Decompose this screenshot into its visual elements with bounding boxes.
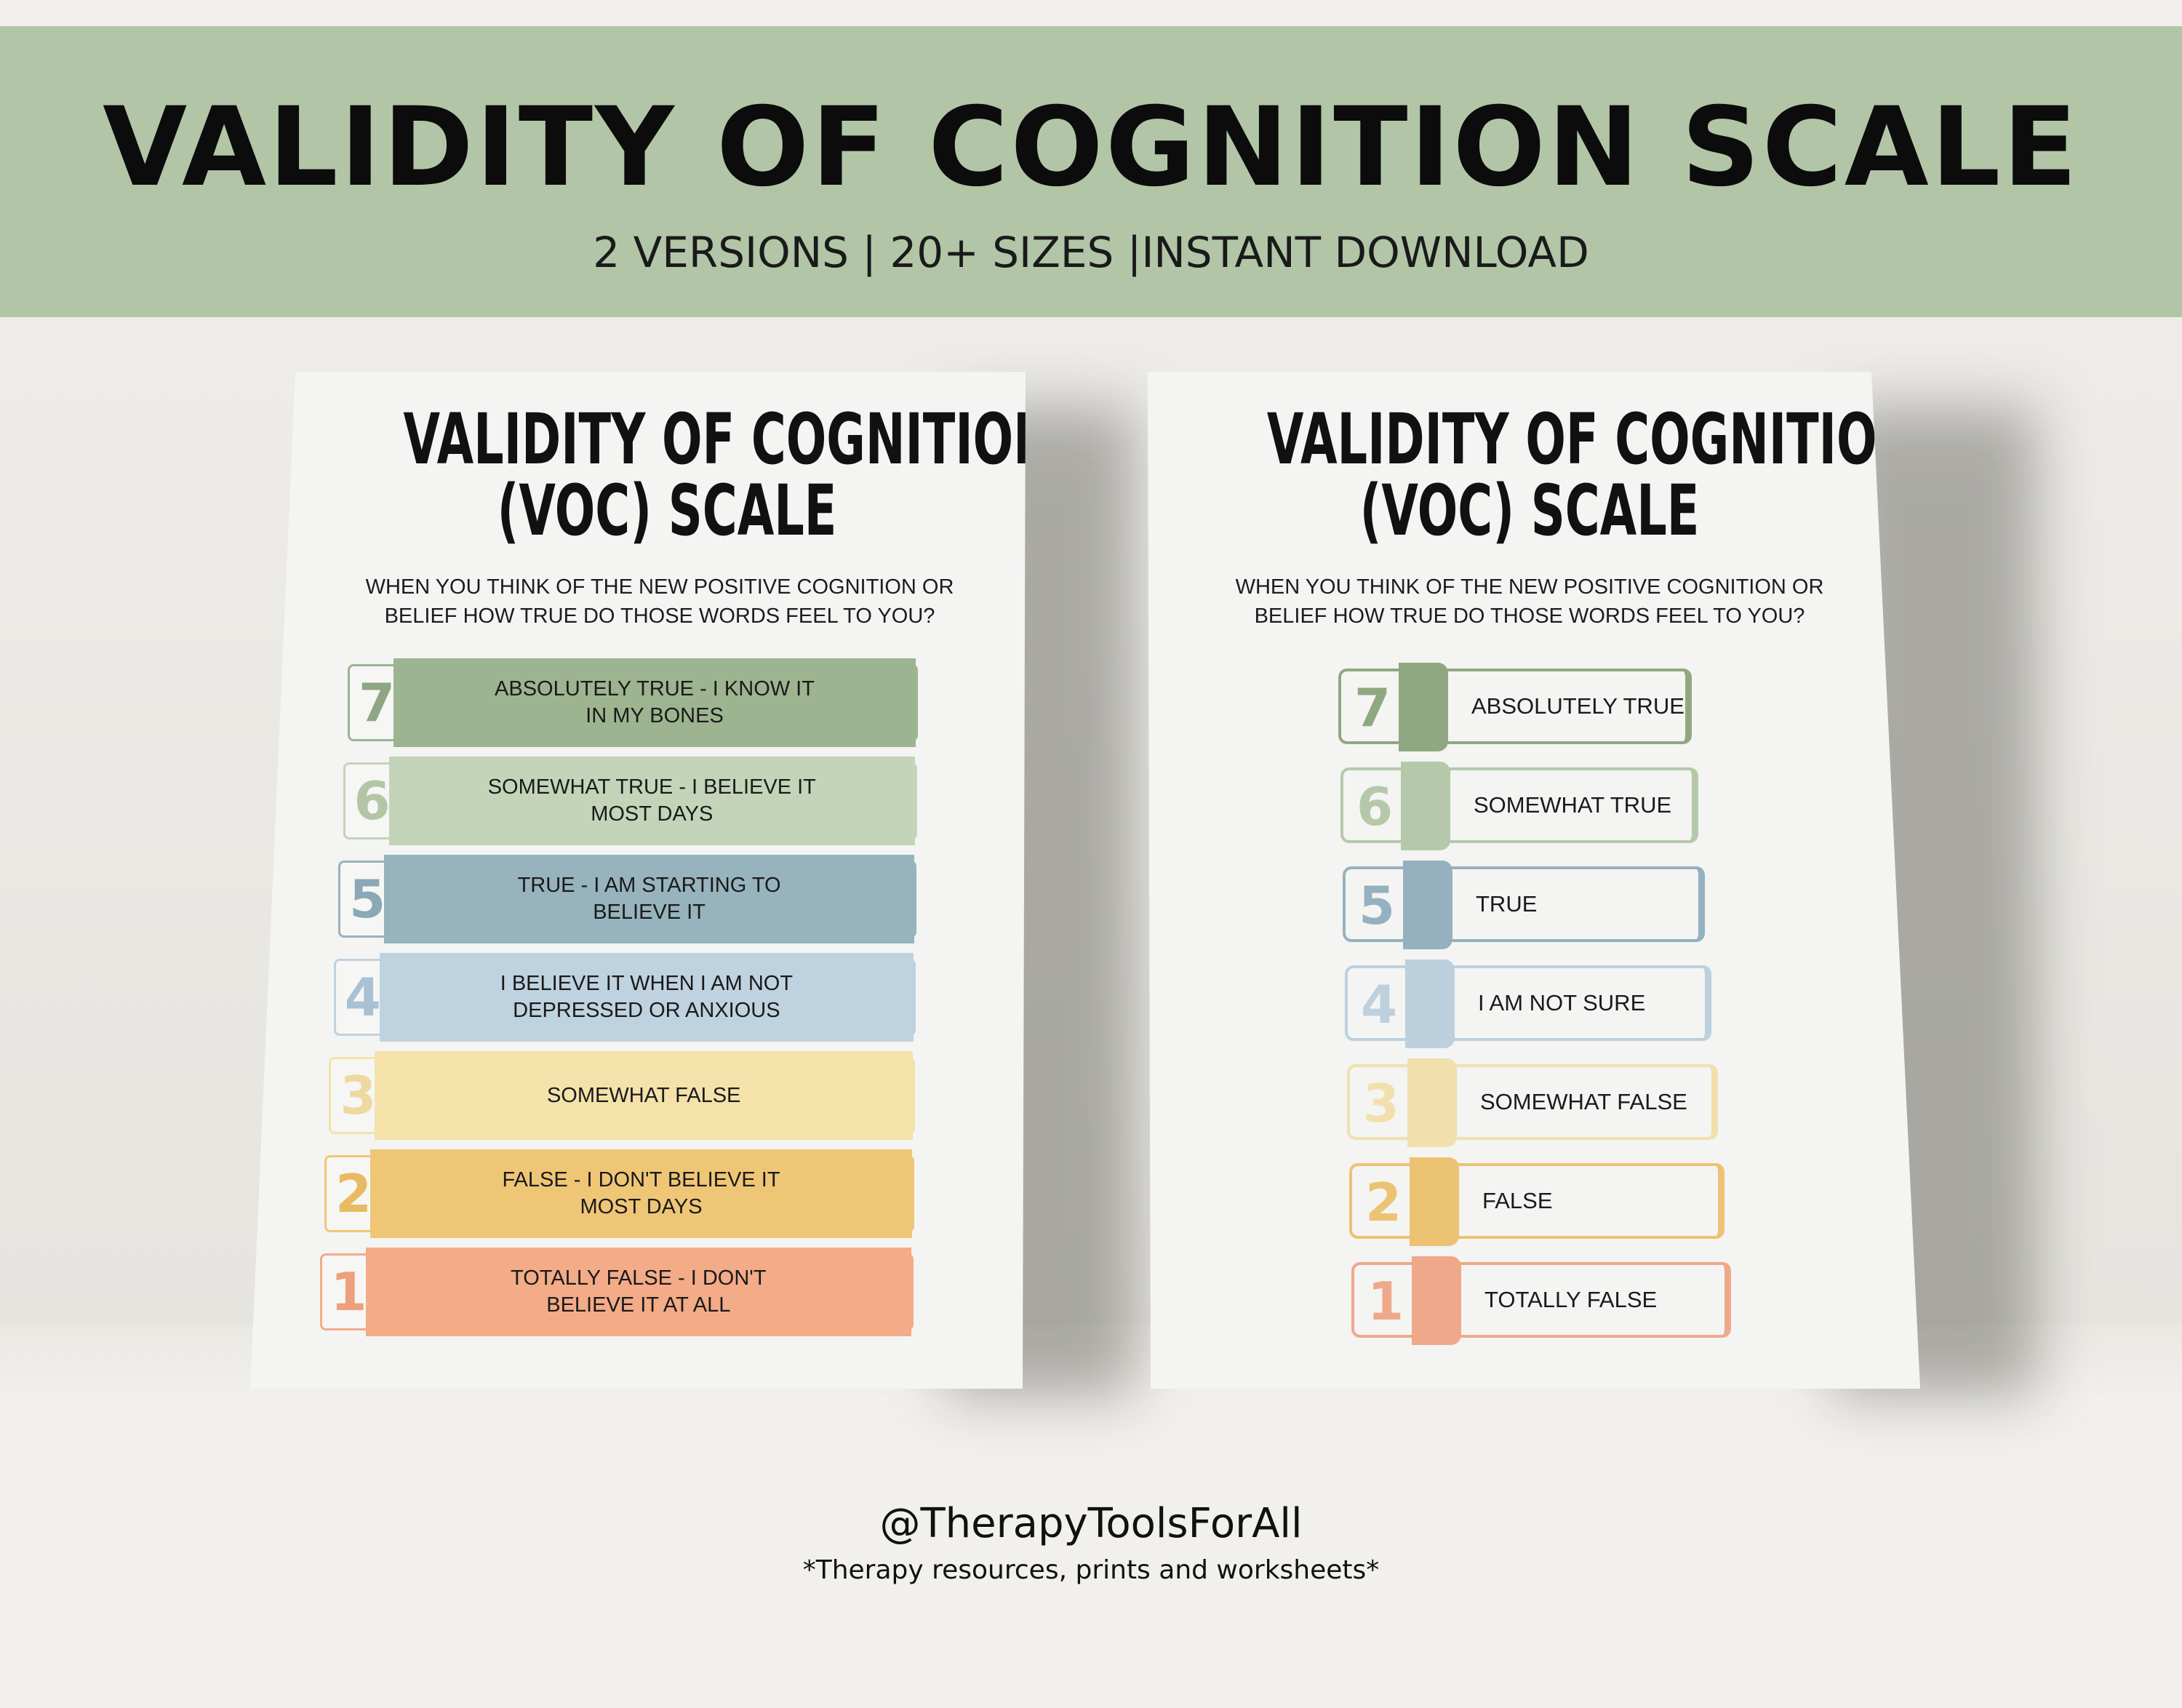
scale-number: 7 <box>1354 677 1391 738</box>
header-banner: VALIDITY OF COGNITION SCALE 2 VERSIONS |… <box>0 26 2182 317</box>
scale-row-6: SOMEWHAT TRUE - I BELIEVE IT MOST DAYS <box>388 757 915 845</box>
scale-number: 6 <box>1356 776 1394 837</box>
label-line1: TOTALLY FALSE - I DON'T <box>511 1266 767 1290</box>
poster-question: WHEN YOU THINK OF THE NEW POSITIVE COGNI… <box>1148 572 1916 631</box>
poster-title: VALIDITY OF COGNITION (VOC) SCALE <box>1266 399 1917 551</box>
poster-version-2: VALIDITY OF COGNITION (VOC) SCALE WHEN Y… <box>1148 372 1920 1389</box>
poster-title-line2: (VOC) SCALE <box>497 470 837 551</box>
label-line1: I BELIEVE IT WHEN I AM NOT <box>500 972 794 995</box>
scale-number: 5 <box>1359 875 1396 936</box>
scale-row-2: FALSE - I DON'T BELIEVE IT MOST DAYS <box>370 1149 912 1238</box>
scale-row-label: ABSOLUTELY TRUE <box>1471 693 1685 719</box>
label-line2: IN MY BONES <box>586 704 724 727</box>
scale-number: 4 <box>1361 974 1398 1035</box>
scale-row-label: TRUE <box>1476 891 1538 917</box>
brand-tagline: *Therapy resources, prints and worksheet… <box>802 1555 1380 1585</box>
poster-title-line2: (VOC) SCALE <box>1359 470 1700 551</box>
label-line2: MOST DAYS <box>580 1195 703 1218</box>
scale-row-label: TRUE - I AM STARTING TO BELIEVE IT <box>518 872 781 926</box>
question-line1: WHEN YOU THINK OF THE NEW POSITIVE COGNI… <box>1235 575 1824 599</box>
scale-row-7-frame <box>1338 669 1692 744</box>
banner-title: VALIDITY OF COGNITION SCALE <box>103 84 2079 211</box>
scale-row-label: ABSOLUTELY TRUE - I KNOW IT IN MY BONES <box>495 676 815 730</box>
scale-row-label: SOMEWHAT FALSE <box>1480 1089 1687 1114</box>
scale-row-label: SOMEWHAT FALSE <box>547 1082 740 1109</box>
color-tab <box>1410 1157 1459 1246</box>
question-line2: BELIEF HOW TRUE DO THOSE WORDS FEEL TO Y… <box>1254 604 1805 628</box>
scale-row-label: TOTALLY FALSE - I DON'T BELIEVE IT AT ALL <box>511 1265 766 1319</box>
label-line1: TRUE - I AM STARTING TO <box>517 874 781 897</box>
scale-number: 3 <box>1363 1073 1400 1134</box>
scale-row-5: TRUE - I AM STARTING TO BELIEVE IT <box>384 855 914 943</box>
label-line1: FALSE - I DON'T BELIEVE IT <box>502 1168 780 1192</box>
scale-row-3: SOMEWHAT FALSE <box>375 1051 913 1140</box>
scale-row-label: FALSE - I DON'T BELIEVE IT MOST DAYS <box>502 1167 780 1221</box>
label-line2: BELIEVE IT AT ALL <box>546 1293 731 1317</box>
scale-row-label: TOTALLY FALSE <box>1484 1287 1658 1312</box>
label-line1: SOMEWHAT TRUE - I BELIEVE IT <box>487 775 816 799</box>
color-tab <box>1407 1058 1457 1147</box>
scale-row-label: I BELIEVE IT WHEN I AM NOT DEPRESSED OR A… <box>500 970 793 1024</box>
question-line1: WHEN YOU THINK OF THE NEW POSITIVE COGNI… <box>365 575 954 599</box>
label-line2: BELIEVE IT <box>593 901 706 924</box>
scale-row-label: I AM NOT SURE <box>1478 990 1646 1015</box>
banner-subtitle: 2 VERSIONS | 20+ SIZES |INSTANT DOWNLOAD <box>593 228 1589 277</box>
color-tab <box>1399 663 1448 751</box>
color-tab <box>1405 959 1455 1048</box>
poster-question: WHEN YOU THINK OF THE NEW POSITIVE COGNI… <box>272 572 1026 631</box>
label-line1: SOMEWHAT FALSE <box>546 1083 741 1107</box>
poster-title: VALIDITY OF COGNITION (VOC) SCALE <box>403 399 1053 551</box>
label-line2: DEPRESSED OR ANXIOUS <box>513 999 780 1022</box>
scale-row-7: ABSOLUTELY TRUE - I KNOW IT IN MY BONES <box>393 658 916 747</box>
scale-number: 2 <box>1365 1172 1402 1233</box>
label-line2: MOST DAYS <box>591 802 714 826</box>
poster-version-1: VALIDITY OF COGNITION (VOC) SCALE WHEN Y… <box>250 372 1026 1389</box>
scale-row-4: I BELIEVE IT WHEN I AM NOT DEPRESSED OR A… <box>379 953 914 1042</box>
scale-row-label: FALSE <box>1482 1188 1553 1213</box>
color-tab <box>1403 861 1452 949</box>
color-tab <box>1412 1256 1461 1345</box>
scale-row-1: TOTALLY FALSE - I DON'T BELIEVE IT AT ALL <box>365 1248 911 1336</box>
scale-number: 1 <box>1367 1271 1404 1332</box>
poster-title-line1: VALIDITY OF COGNITION <box>1266 399 1917 480</box>
label-line1: ABSOLUTELY TRUE - I KNOW IT <box>495 677 815 701</box>
poster-title-line1: VALIDITY OF COGNITION <box>403 399 1053 480</box>
question-line2: BELIEF HOW TRUE DO THOSE WORDS FEEL TO Y… <box>384 604 935 628</box>
scale-row-label: SOMEWHAT TRUE <box>1474 792 1672 818</box>
brand-handle: @TherapyToolsForAll <box>879 1500 1303 1547</box>
scale-row-6-frame <box>1340 767 1698 843</box>
color-tab <box>1401 762 1450 850</box>
scale-row-label: SOMEWHAT TRUE - I BELIEVE IT MOST DAYS <box>488 774 816 828</box>
